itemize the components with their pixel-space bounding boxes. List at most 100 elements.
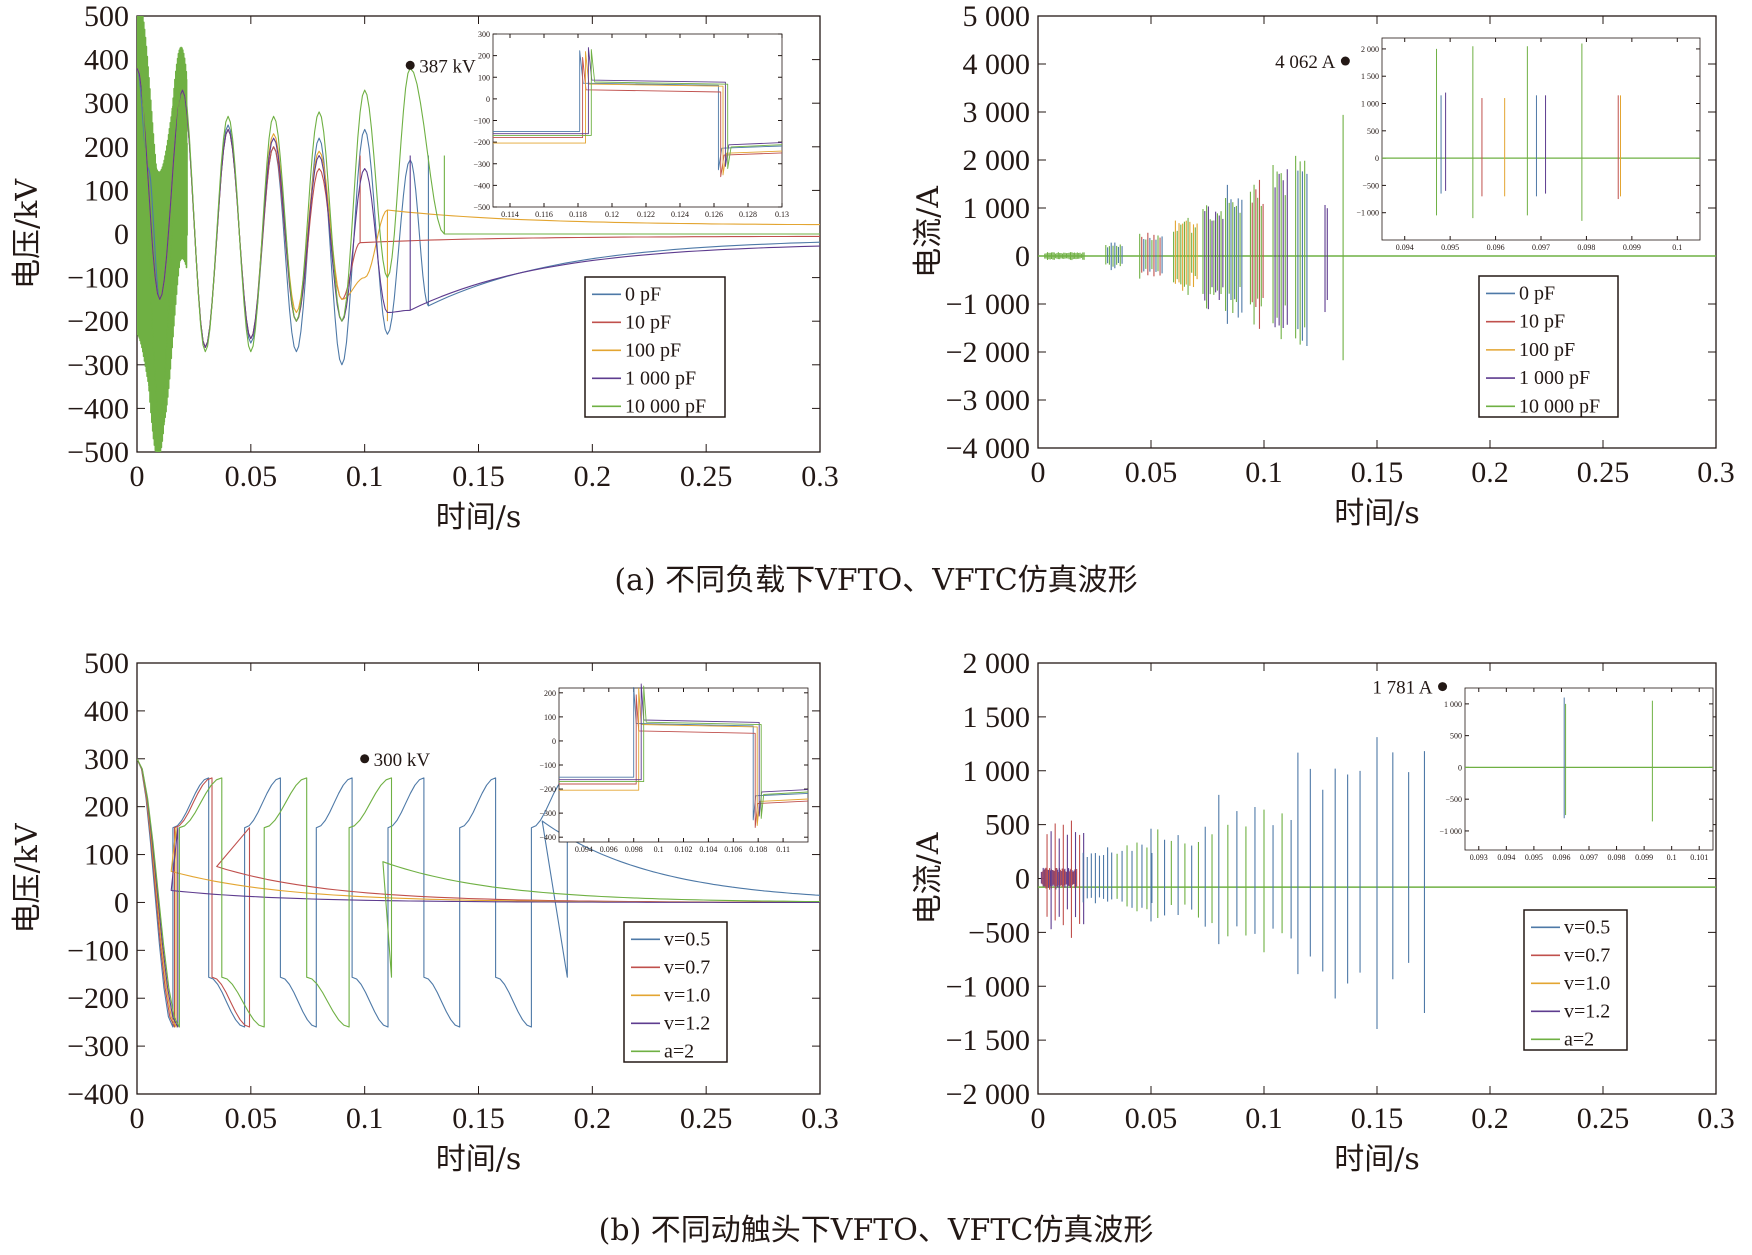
x-tick-label: 0.098 bbox=[1608, 853, 1626, 862]
y-tick-label: 2 000 bbox=[963, 647, 1031, 680]
legend-label: a=2 bbox=[664, 1040, 694, 1062]
inset-b-current: 0.093 0.094 0.095 0.096 0.097 0.098 0.099 0.1 0.… bbox=[1439, 687, 1714, 862]
x-tick-label: 0.114 bbox=[501, 210, 519, 219]
chart-b-voltage: 0 0.05 0.1 0.15 0.2 0.25 0.3 −400 −300 −200 −100 0 1… bbox=[10, 647, 839, 1177]
x-tick-label: 0.11 bbox=[776, 845, 790, 854]
x-tick-label: 0.05 bbox=[225, 1102, 278, 1135]
inset-trace bbox=[493, 49, 783, 169]
y-tick-label: 4 000 bbox=[963, 48, 1031, 81]
legend-label: 0 pF bbox=[1519, 282, 1555, 304]
y-tick-label: 1 000 bbox=[963, 192, 1031, 225]
x-tick-label: 0.1 bbox=[1245, 456, 1283, 489]
inset-trace bbox=[493, 47, 783, 167]
x-tick-label: 0.094 bbox=[1396, 243, 1414, 252]
y-tick-label: −500 bbox=[473, 203, 490, 212]
plot-area bbox=[1038, 114, 1716, 361]
inset-b-voltage: 0.094 0.096 0.098 0.1 0.102 0.104 0.106 0.108 0.… bbox=[539, 683, 809, 854]
y-tick-label: 100 bbox=[478, 73, 490, 82]
y-tick-label: 100 bbox=[84, 839, 129, 872]
y-tick-label: 0 bbox=[114, 886, 129, 919]
x-tick-label: 0.093 bbox=[1470, 853, 1488, 862]
x-axis-label: 时间/s bbox=[1334, 496, 1420, 531]
peak-label: 1 781 A bbox=[1372, 678, 1432, 699]
peak-marker bbox=[360, 754, 370, 764]
y-tick-label: −100 bbox=[67, 262, 129, 295]
legend-label: v=0.7 bbox=[1564, 944, 1610, 966]
inset-frame bbox=[558, 687, 809, 843]
x-tick-label: 0 bbox=[130, 1102, 145, 1135]
series-a=2 bbox=[137, 758, 820, 1028]
inset-a-current: 0.094 0.095 0.096 0.097 0.098 0.099 0.1 −1 000 −… bbox=[1356, 37, 1701, 252]
y-tick-label: −200 bbox=[67, 982, 129, 1015]
chart-a-voltage: 0 0.05 0.1 0.15 0.2 0.25 0.3 −500 −400 −300 −200 −1… bbox=[10, 0, 839, 535]
y-tick-label: 0 bbox=[1015, 863, 1030, 896]
y-tick-label: 200 bbox=[544, 689, 556, 698]
legend-label: 10 pF bbox=[625, 311, 671, 333]
x-tick-label: 0.2 bbox=[1471, 456, 1509, 489]
y-tick-label: −500 bbox=[1362, 181, 1379, 190]
legend-box bbox=[1523, 909, 1628, 1051]
x-axis-label: 时间/s bbox=[436, 500, 522, 535]
x-tick-label: 0.3 bbox=[801, 460, 839, 493]
oscillation-band bbox=[137, 16, 188, 452]
x-tick-label: 0.25 bbox=[680, 1102, 733, 1135]
y-axis-label: 电流/A bbox=[911, 832, 946, 924]
peak-label: 387 kV bbox=[419, 56, 476, 77]
x-tick-label: 0.094 bbox=[1497, 853, 1515, 862]
x-tick-label: 0.124 bbox=[671, 210, 689, 219]
y-tick-label: −100 bbox=[67, 934, 129, 967]
x-tick-label: 0.2 bbox=[574, 1102, 612, 1135]
x-tick-label: 0.095 bbox=[1525, 853, 1543, 862]
x-tick-label: 0.05 bbox=[225, 460, 278, 493]
y-tick-label: 0 bbox=[1015, 240, 1030, 273]
y-tick-label: −1 000 bbox=[1439, 827, 1462, 836]
y-tick-label: −500 bbox=[968, 916, 1030, 949]
y-tick-label: 0 bbox=[114, 218, 129, 251]
y-tick-label: −1 000 bbox=[946, 970, 1030, 1003]
y-tick-label: 1 000 bbox=[1361, 100, 1379, 109]
x-tick-label: 0.097 bbox=[1532, 243, 1550, 252]
x-tick-label: 0.25 bbox=[1577, 1102, 1630, 1135]
x-tick-label: 0.122 bbox=[637, 210, 655, 219]
y-tick-label: −3 000 bbox=[946, 384, 1030, 417]
y-tick-label: 1 500 bbox=[1361, 72, 1379, 81]
y-tick-label: 200 bbox=[84, 791, 129, 824]
legend-label: v=1.0 bbox=[1564, 972, 1610, 994]
x-tick-label: 0.1 bbox=[346, 1102, 384, 1135]
chart-b-current: 0 0.05 0.1 0.15 0.2 0.25 0.3 −2 000 −1 500 −1 000… bbox=[911, 647, 1735, 1177]
x-tick-label: 0.108 bbox=[749, 845, 767, 854]
y-tick-label: 400 bbox=[84, 695, 129, 728]
legend-label: 10 000 pF bbox=[625, 395, 706, 417]
y-tick-label: 500 bbox=[1367, 127, 1379, 136]
y-tick-label: 1 000 bbox=[963, 755, 1031, 788]
y-tick-label: −500 bbox=[67, 436, 129, 469]
x-tick-label: 0.101 bbox=[1690, 853, 1708, 862]
legend-label: 100 pF bbox=[625, 339, 681, 361]
x-tick-label: 0.104 bbox=[699, 845, 717, 854]
y-tick-label: −400 bbox=[473, 181, 490, 190]
y-tick-label: −400 bbox=[539, 833, 556, 842]
y-tick-label: −100 bbox=[539, 761, 556, 770]
y-tick-label: 3 000 bbox=[963, 96, 1031, 129]
x-tick-label: 0 bbox=[1031, 1102, 1046, 1135]
x-axis-label: 时间/s bbox=[1334, 1142, 1420, 1177]
plot-area bbox=[137, 758, 820, 1028]
inset-a-voltage: 0.114 0.116 0.118 0.12 0.122 0.124 0.126 0.128 0… bbox=[473, 30, 789, 219]
y-tick-label: 300 bbox=[84, 87, 129, 120]
x-tick-label: 0.05 bbox=[1125, 456, 1178, 489]
x-tick-label: 0.15 bbox=[452, 1102, 505, 1135]
legend-label: a=2 bbox=[1564, 1028, 1594, 1050]
x-tick-label: 0.05 bbox=[1125, 1102, 1178, 1135]
y-tick-label: 1 000 bbox=[1444, 700, 1462, 709]
y-tick-label: 400 bbox=[84, 44, 129, 77]
x-tick-label: 0.12 bbox=[605, 210, 619, 219]
inset-frame bbox=[1381, 37, 1701, 241]
series-v=1.2 bbox=[137, 758, 820, 1028]
y-tick-label: −500 bbox=[1445, 795, 1462, 804]
y-tick-label: 100 bbox=[544, 713, 556, 722]
x-tick-label: 0.118 bbox=[569, 210, 587, 219]
x-tick-label: 0.1 bbox=[1667, 853, 1677, 862]
y-tick-label: 200 bbox=[478, 52, 490, 61]
y-tick-label: 300 bbox=[84, 743, 129, 776]
